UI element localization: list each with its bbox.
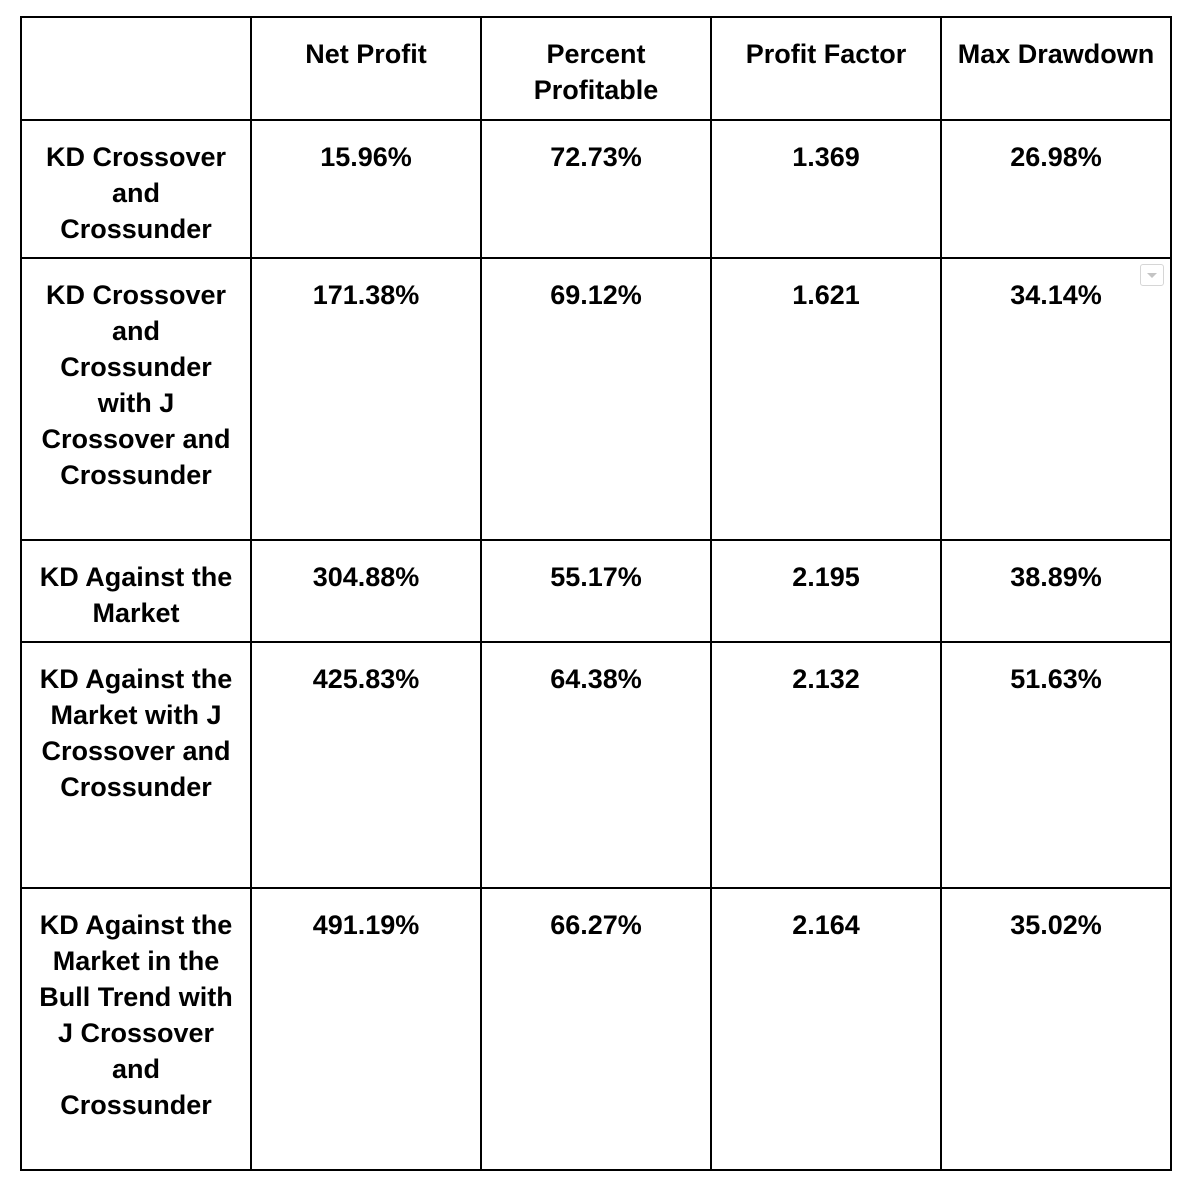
table-row: KD Against the Market in the Bull Trend …: [20, 887, 1172, 1171]
net-profit-cell: 171.38%: [250, 257, 482, 541]
net-profit-cell: 491.19%: [250, 887, 482, 1171]
max-drawdown-cell: 35.02%: [940, 887, 1172, 1171]
max-drawdown-cell: 26.98%: [940, 119, 1172, 259]
net-profit-cell: 304.88%: [250, 539, 482, 643]
profit-factor-cell: 1.369: [710, 119, 942, 259]
table-row: KD Crossover and Crossunder 15.96% 72.73…: [20, 119, 1172, 259]
max-drawdown-cell: 51.63%: [940, 641, 1172, 889]
strategy-name-cell: KD Against the Market in the Bull Trend …: [20, 887, 252, 1171]
net-profit-cell: 425.83%: [250, 641, 482, 889]
percent-profitable-cell: 55.17%: [480, 539, 712, 643]
percent-profitable-cell: 64.38%: [480, 641, 712, 889]
table-row: KD Against the Market 304.88% 55.17% 2.1…: [20, 539, 1172, 643]
header-cell-net-profit: Net Profit: [250, 16, 482, 121]
results-table-container: Net Profit Percent Profitable Profit Fac…: [20, 16, 1172, 1171]
header-row: Net Profit Percent Profitable Profit Fac…: [20, 16, 1172, 121]
percent-profitable-cell: 66.27%: [480, 887, 712, 1171]
header-cell-percent-profitable: Percent Profitable: [480, 16, 712, 121]
max-drawdown-cell: 34.14%: [940, 257, 1172, 541]
profit-factor-cell: 2.132: [710, 641, 942, 889]
header-cell-max-drawdown: Max Drawdown: [940, 16, 1172, 121]
header-cell-profit-factor: Profit Factor: [710, 16, 942, 121]
strategy-name-cell: KD Against the Market: [20, 539, 252, 643]
strategy-results-table: Net Profit Percent Profitable Profit Fac…: [20, 16, 1172, 1171]
profit-factor-cell: 2.164: [710, 887, 942, 1171]
strategy-name-cell: KD Crossover and Crossunder: [20, 119, 252, 259]
net-profit-cell: 15.96%: [250, 119, 482, 259]
table-row: KD Crossover and Crossunder with J Cross…: [20, 257, 1172, 541]
max-drawdown-cell: 38.89%: [940, 539, 1172, 643]
table-row: KD Against the Market with J Crossover a…: [20, 641, 1172, 889]
percent-profitable-cell: 72.73%: [480, 119, 712, 259]
strategy-name-cell: KD Crossover and Crossunder with J Cross…: [20, 257, 252, 541]
strategy-name-cell: KD Against the Market with J Crossover a…: [20, 641, 252, 889]
profit-factor-cell: 2.195: [710, 539, 942, 643]
percent-profitable-cell: 69.12%: [480, 257, 712, 541]
header-cell-blank: [20, 16, 252, 121]
profit-factor-cell: 1.621: [710, 257, 942, 541]
chevron-down-icon[interactable]: [1140, 264, 1164, 286]
